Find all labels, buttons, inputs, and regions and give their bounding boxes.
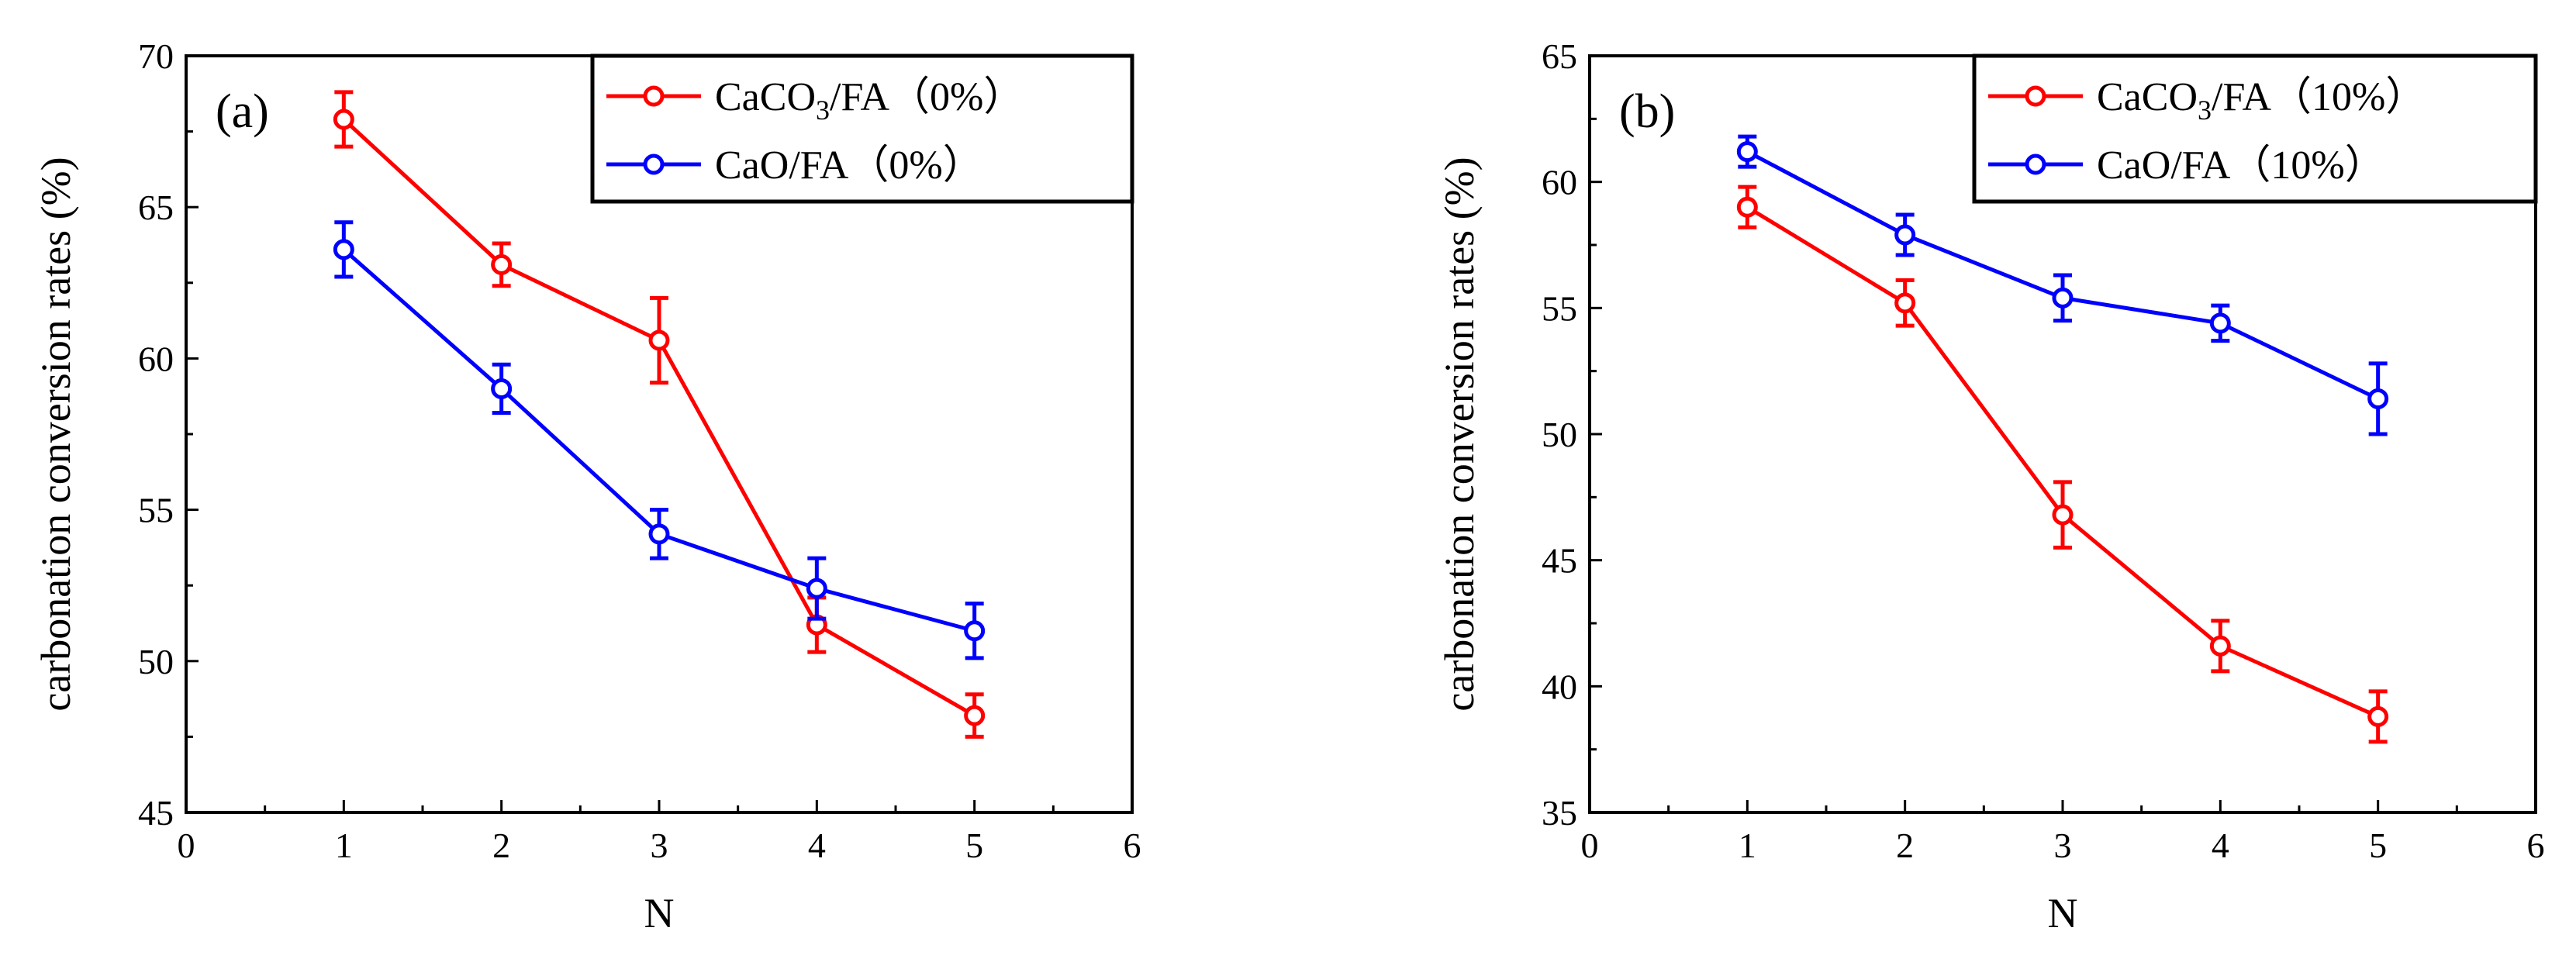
data-point	[333, 239, 354, 260]
y-tick-label: 50	[1542, 415, 1577, 454]
legend-label: CaO/FA（10%）	[2097, 143, 2385, 188]
x-tick-label: 1	[1739, 826, 1756, 865]
legend-label-part: /FA（10%）	[2212, 75, 2426, 119]
y-tick-label: 70	[138, 36, 174, 76]
y-tick-label: 65	[138, 188, 174, 227]
x-tick-label: 4	[808, 826, 826, 865]
data-point	[2209, 635, 2231, 657]
series-cao	[333, 220, 986, 660]
x-tick-label: 4	[2212, 826, 2229, 865]
x-tick-label: 0	[178, 826, 195, 865]
data-point	[964, 620, 986, 642]
y-tick-label: 45	[138, 793, 174, 833]
x-axis-title: N	[644, 890, 675, 936]
y-tick-label: 65	[1542, 36, 1577, 76]
legend-label-part: CaCO	[2097, 75, 2198, 119]
data-point	[2052, 287, 2074, 309]
x-axis-title: N	[2048, 890, 2078, 936]
data-point	[806, 578, 827, 599]
legend-label: CaCO3/FA（0%）	[715, 75, 1024, 126]
legend-swatch-marker	[643, 85, 665, 107]
series-caco3	[333, 90, 986, 739]
series-caco3	[1736, 184, 2389, 744]
legend-box	[590, 53, 1134, 204]
x-tick-label: 5	[965, 826, 983, 865]
y-tick-label: 35	[1542, 793, 1577, 833]
panel-label: (a)	[216, 85, 269, 138]
legend: CaCO3/FA（0%） CaO/FA（0%）	[590, 53, 1134, 204]
data-point	[2052, 504, 2074, 526]
y-tick-label: 60	[138, 339, 174, 378]
x-tick-label: 0	[1581, 826, 1599, 865]
data-point	[648, 523, 670, 545]
legend-label-subscript: 3	[2198, 95, 2212, 126]
y-tick-label: 40	[1542, 667, 1577, 706]
x-tick-label: 3	[2054, 826, 2072, 865]
legend-swatch-marker	[643, 153, 665, 175]
legend-label-part: CaO/FA（10%）	[2097, 143, 2385, 188]
legend-label-part: /FA（0%）	[830, 75, 1024, 119]
legend-box	[1972, 53, 2538, 204]
data-point	[1736, 141, 1758, 163]
x-tick-label: 5	[2369, 826, 2387, 865]
legend-label-subscript: 3	[816, 95, 830, 126]
y-axis-title: carbonation conversion rates (%)	[33, 157, 79, 711]
y-axis-title: carbonation conversion rates (%)	[1436, 157, 1483, 711]
y-tick-label: 45	[1542, 541, 1577, 581]
series-cao	[1736, 134, 2389, 436]
series-line	[342, 118, 975, 718]
data-point	[964, 705, 986, 726]
x-tick-label: 1	[335, 826, 353, 865]
data-point	[333, 109, 354, 130]
y-tick-label: 55	[138, 491, 174, 530]
data-point	[2367, 388, 2389, 409]
legend-swatch-marker	[2025, 85, 2046, 107]
legend-swatch-marker	[2025, 153, 2046, 175]
x-tick-label: 3	[651, 826, 668, 865]
panel-label: (b)	[1619, 85, 1675, 138]
x-tick-label: 6	[2527, 826, 2545, 865]
x-tick-label: 2	[492, 826, 510, 865]
legend-label-part: CaCO	[715, 75, 816, 119]
data-point	[491, 378, 513, 399]
y-tick-label: 55	[1542, 288, 1577, 328]
data-point	[1894, 224, 1916, 246]
data-point	[2367, 705, 2389, 727]
legend-label: CaCO3/FA（10%）	[2097, 75, 2426, 126]
legend-label: CaO/FA（0%）	[715, 143, 983, 188]
data-point	[1736, 196, 1758, 218]
data-point	[648, 329, 670, 351]
data-point	[491, 253, 513, 275]
x-tick-label: 2	[1896, 826, 1914, 865]
y-tick-label: 50	[138, 642, 174, 681]
y-tick-label: 60	[1542, 163, 1577, 202]
legend: CaCO3/FA（10%） CaO/FA（10%）	[1972, 53, 2538, 204]
data-point	[2209, 312, 2231, 334]
x-tick-label: 6	[1124, 826, 1141, 865]
data-point	[1894, 292, 1916, 314]
legend-label-part: CaO/FA（0%）	[715, 143, 983, 188]
